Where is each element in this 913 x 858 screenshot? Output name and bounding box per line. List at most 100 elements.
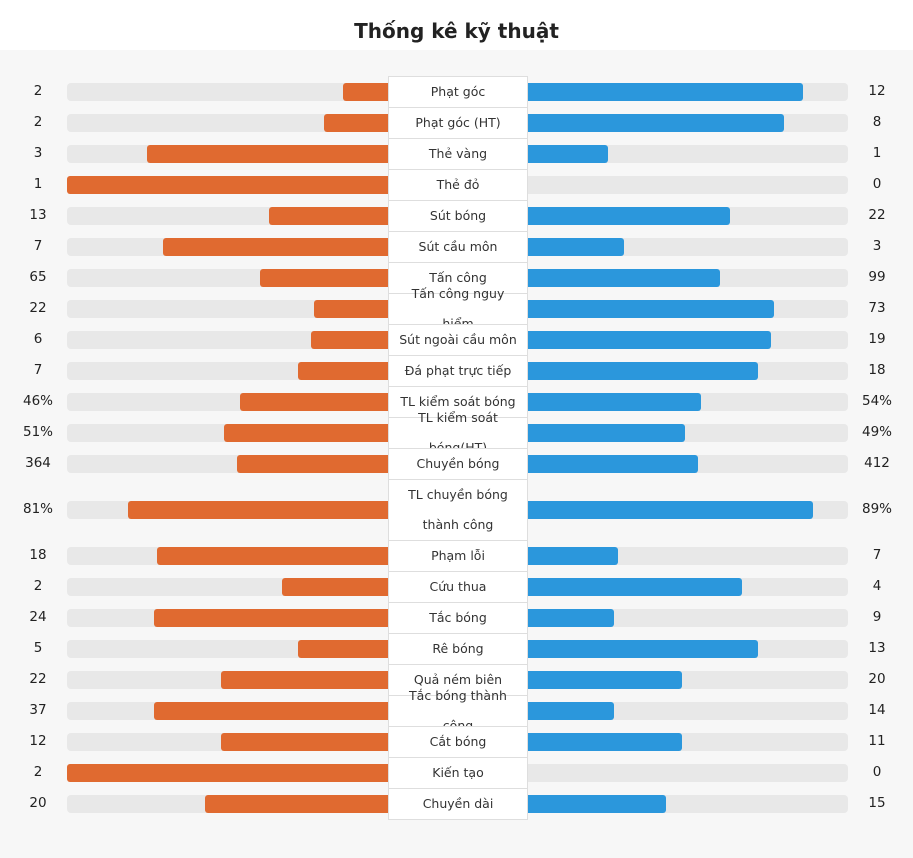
- home-value: 18: [29, 546, 47, 563]
- stat-label: Tấn công nguy hiểm: [388, 286, 528, 331]
- home-value: 2: [33, 113, 43, 130]
- away-bar: [528, 113, 784, 132]
- home-bar-track: [67, 577, 388, 596]
- away-value: 20: [868, 670, 886, 687]
- stat-label: Kiến tạo: [388, 757, 528, 789]
- home-bar: [269, 206, 388, 225]
- home-bar: [154, 701, 388, 720]
- home-bar-track: [67, 392, 388, 411]
- stat-label: TL chuyền bóng thành công: [388, 479, 528, 541]
- home-bar: [221, 732, 388, 751]
- away-bar: [528, 361, 758, 380]
- home-bar-track: [67, 701, 388, 720]
- away-value: 4: [872, 577, 882, 594]
- home-bar: [163, 237, 388, 256]
- home-bar: [343, 82, 388, 101]
- stat-label: Cứu thua: [388, 571, 528, 603]
- away-bar: [528, 454, 698, 473]
- away-bar: [528, 670, 682, 689]
- stat-label-text: TL chuyền bóng thành công: [408, 487, 508, 532]
- away-bar-track: [528, 237, 848, 256]
- home-bar-track: [67, 763, 388, 782]
- home-value: 12: [29, 732, 47, 749]
- home-value: 7: [33, 361, 43, 378]
- stat-label: Phạt góc (HT): [388, 107, 528, 139]
- home-bar-track: [67, 454, 388, 473]
- stat-label: Thẻ đỏ: [388, 169, 528, 201]
- home-value: 7: [33, 237, 43, 254]
- away-value: 9: [872, 608, 882, 625]
- home-bar: [314, 299, 388, 318]
- stat-label-text: TL kiểm soát bóng: [400, 394, 516, 409]
- home-bar-track: [67, 206, 388, 225]
- stat-label-text: Tấn công: [429, 270, 487, 285]
- home-bar: [237, 454, 388, 473]
- away-bar-track: [528, 577, 848, 596]
- away-value: 14: [868, 701, 886, 718]
- home-value: 2: [33, 763, 43, 780]
- home-bar: [260, 268, 388, 287]
- stat-label: Tắc bóng: [388, 602, 528, 634]
- home-value: 81%: [22, 500, 53, 517]
- home-value: 6: [33, 330, 43, 347]
- home-bar: [67, 763, 388, 782]
- home-bar-track: [67, 237, 388, 256]
- away-bar-track: [528, 500, 848, 519]
- away-bar: [528, 237, 624, 256]
- home-value: 24: [29, 608, 47, 625]
- stat-label: Sút cầu môn: [388, 231, 528, 263]
- away-bar-track: [528, 423, 848, 442]
- away-bar: [528, 330, 771, 349]
- home-bar-track: [67, 423, 388, 442]
- away-bar-track: [528, 794, 848, 813]
- stat-label: Thẻ vàng: [388, 138, 528, 170]
- home-bar: [324, 113, 388, 132]
- stat-label-text: Phạt góc: [430, 84, 486, 99]
- away-bar-track: [528, 361, 848, 380]
- stat-label: TL kiểm soát bóng(HT): [388, 410, 528, 455]
- away-value: 0: [872, 175, 882, 192]
- home-bar-track: [67, 113, 388, 132]
- home-bar: [205, 794, 388, 813]
- home-bar-track: [67, 608, 388, 627]
- home-bar: [147, 144, 388, 163]
- home-bar: [240, 392, 388, 411]
- away-bar: [528, 577, 742, 596]
- stat-label-text: Chuyền dài: [422, 796, 494, 811]
- home-bar-track: [67, 639, 388, 658]
- home-bar: [157, 546, 388, 565]
- home-bar-track: [67, 268, 388, 287]
- away-value: 8: [872, 113, 882, 130]
- home-bar-track: [67, 82, 388, 101]
- stat-label-text: Sút bóng: [429, 208, 487, 223]
- away-bar-track: [528, 701, 848, 720]
- stat-label: Đá phạt trực tiếp: [388, 355, 528, 387]
- away-bar: [528, 299, 774, 318]
- away-bar: [528, 82, 803, 101]
- stat-label-text: Thẻ vàng: [428, 146, 488, 161]
- stat-label-text: Cắt bóng: [429, 734, 487, 749]
- stat-label-text: Phạm lỗi: [431, 548, 485, 563]
- home-bar-track: [67, 500, 388, 519]
- home-bar: [224, 423, 388, 442]
- home-value: 3: [33, 144, 43, 161]
- home-bar: [154, 608, 388, 627]
- home-value: 13: [29, 206, 47, 223]
- home-value: 1: [33, 175, 43, 192]
- away-bar-track: [528, 454, 848, 473]
- home-bar-track: [67, 732, 388, 751]
- away-value: 412: [864, 454, 890, 471]
- stat-label: Sút ngoài cầu môn: [388, 324, 528, 356]
- away-bar-track: [528, 299, 848, 318]
- stat-label-text: Thẻ đỏ: [436, 177, 480, 192]
- page-title: Thống kê kỹ thuật: [0, 0, 913, 50]
- away-bar: [528, 268, 720, 287]
- away-value: 22: [868, 206, 886, 223]
- stat-label-text: Tắc bóng: [429, 610, 487, 625]
- home-bar: [298, 639, 388, 658]
- home-value: 37: [29, 701, 47, 718]
- stat-label: Rê bóng: [388, 633, 528, 665]
- home-value: 364: [25, 454, 51, 471]
- stat-label-text: Đá phạt trực tiếp: [404, 363, 512, 378]
- away-bar: [528, 701, 614, 720]
